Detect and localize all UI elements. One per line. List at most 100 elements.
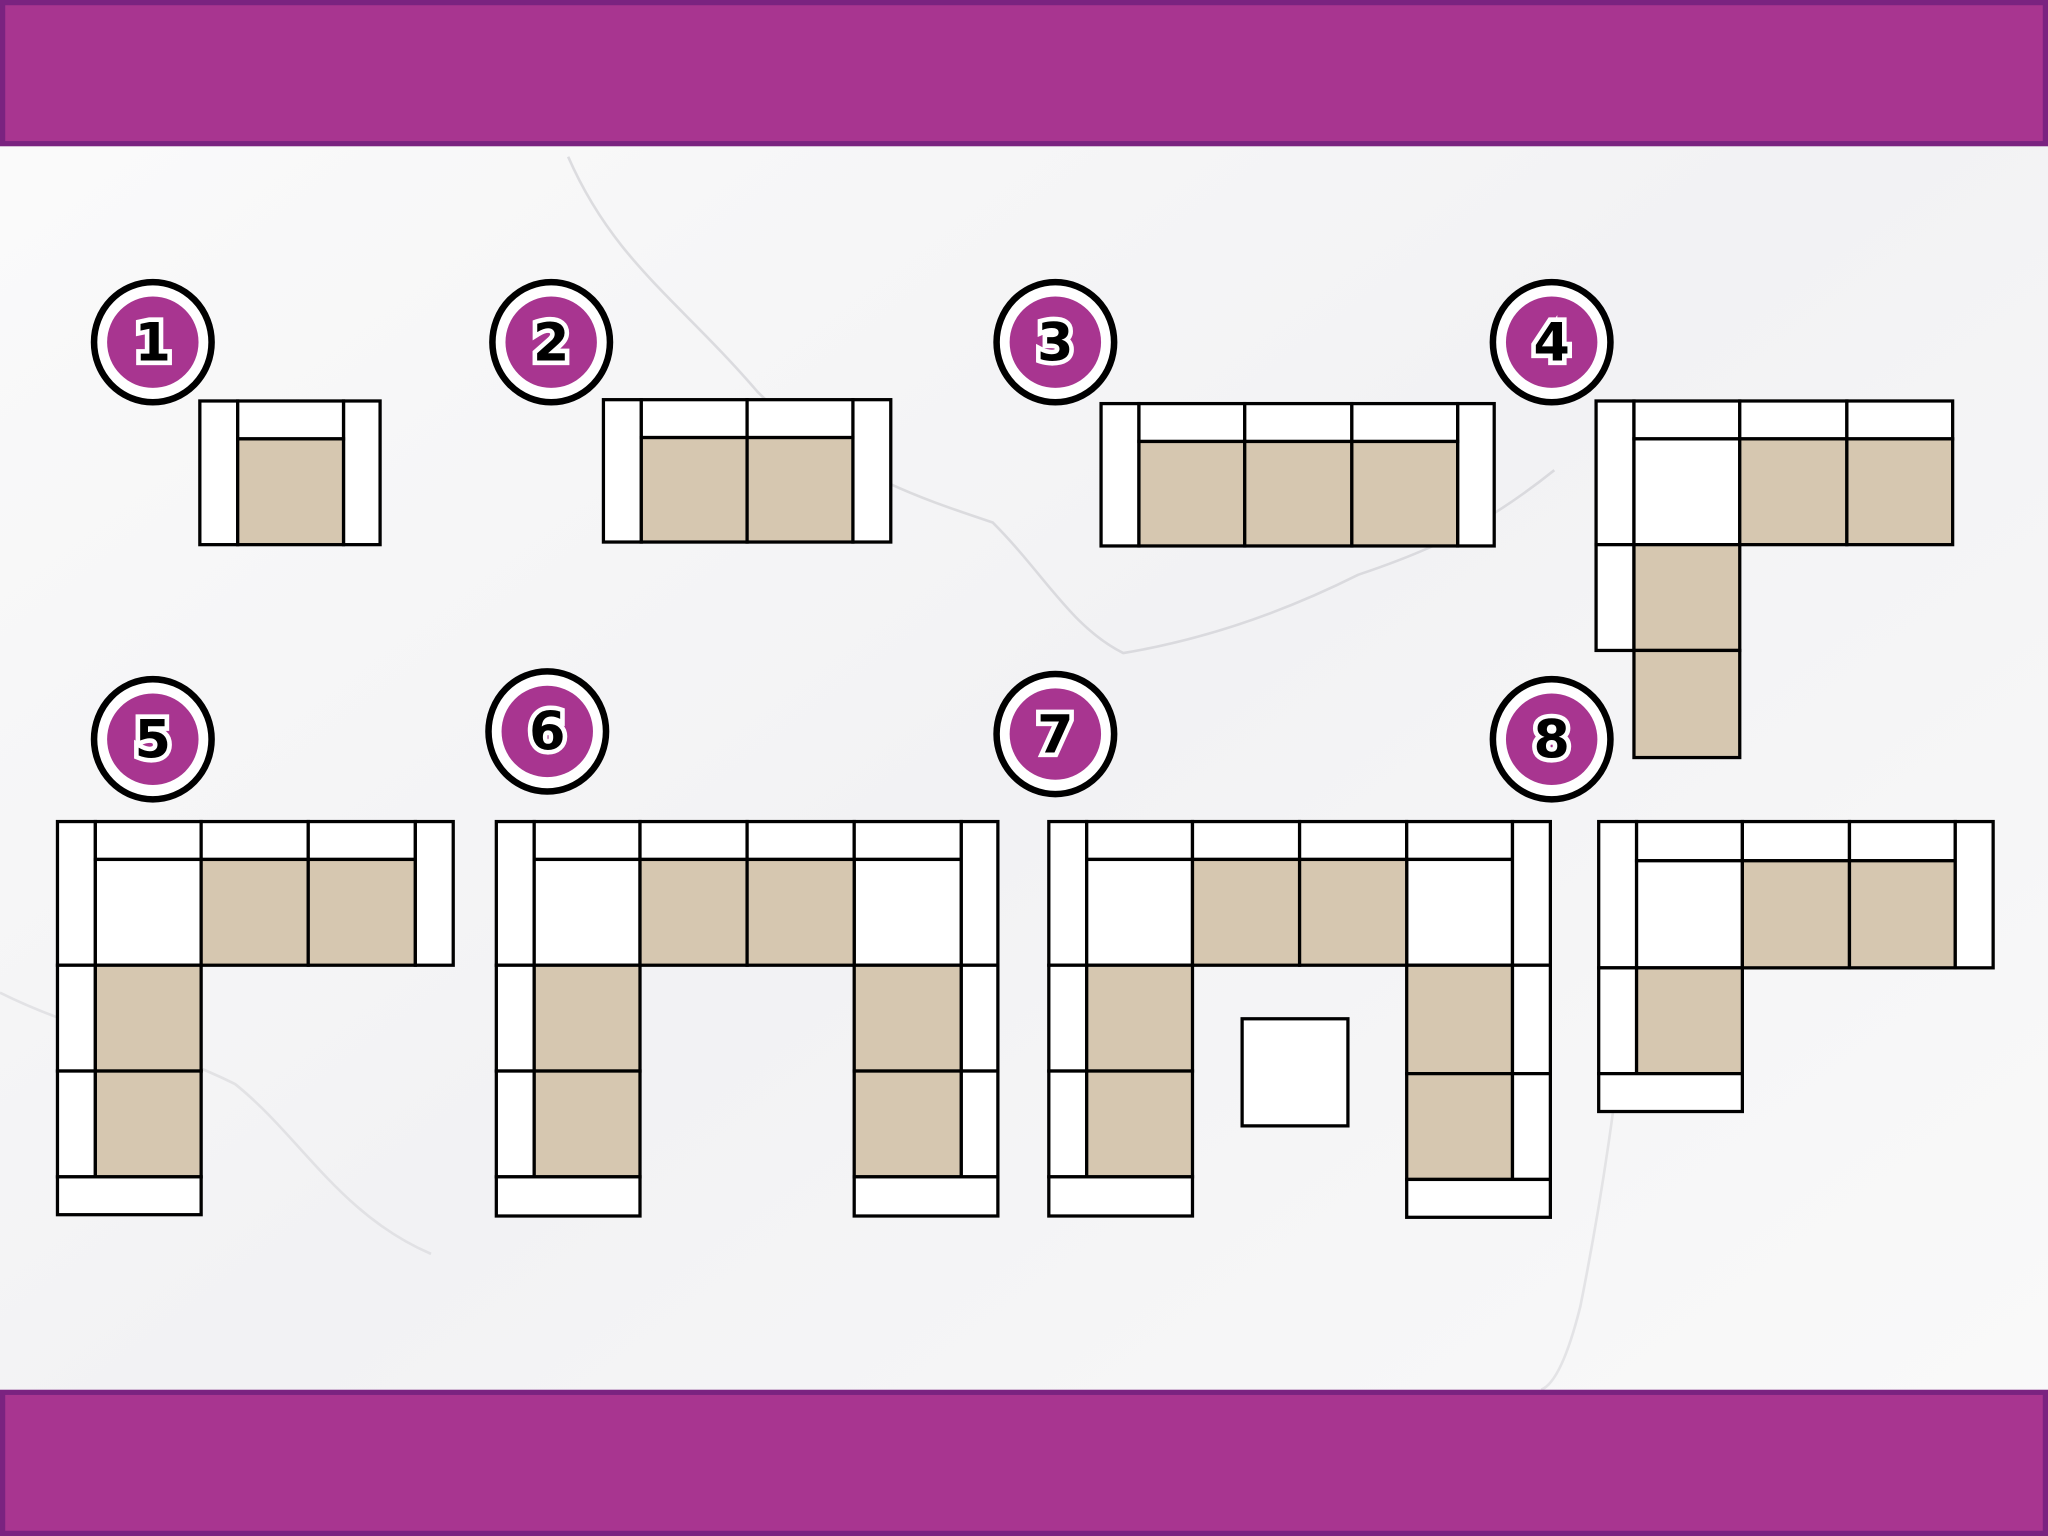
frame-piece	[199, 819, 310, 862]
frame-piece	[1243, 401, 1354, 444]
sofa-configuration-5	[55, 819, 455, 1217]
frame-piece	[638, 819, 749, 862]
seat-cushion	[93, 1069, 203, 1179]
frame-piece	[601, 398, 643, 544]
sofa-configuration-8	[1597, 819, 1995, 1114]
frame-piece	[1594, 399, 1636, 547]
seat-cushion	[1738, 437, 1849, 547]
badge-number: 4	[1533, 313, 1569, 373]
number-badge: 6	[485, 668, 610, 795]
number-badge: 1	[90, 278, 215, 406]
seat-cushion	[1740, 859, 1852, 970]
frame-piece	[93, 819, 203, 862]
frame-piece	[1510, 1072, 1552, 1182]
badge-number: 7	[1037, 705, 1073, 765]
sofa-configuration-4	[1594, 399, 1955, 760]
frame-piece	[1047, 963, 1089, 1073]
badge-number: 8	[1533, 711, 1569, 771]
number-badge: 2	[489, 278, 614, 406]
frame-piece	[55, 963, 97, 1073]
seat-cushion	[1845, 437, 1955, 547]
seat-cushion	[1405, 963, 1515, 1076]
number-badge: 5	[90, 675, 215, 803]
seat-cushion	[1085, 963, 1195, 1073]
seat-cushion	[1350, 439, 1460, 548]
frame-piece	[494, 1069, 536, 1179]
seat-cushion	[1137, 439, 1247, 548]
frame-piece	[851, 398, 893, 544]
frame-piece	[494, 819, 536, 967]
frame-piece	[198, 399, 240, 547]
seat-cushion	[1632, 648, 1742, 760]
frame-piece	[959, 1069, 1000, 1179]
frame-piece	[1405, 857, 1515, 967]
frame-piece	[1953, 819, 1995, 970]
frame-piece	[341, 399, 382, 547]
seat-cushion	[1632, 543, 1742, 653]
number-badge: 3	[993, 278, 1118, 406]
frame-piece	[1047, 1069, 1089, 1179]
frame-piece	[745, 398, 855, 440]
seat-cushion	[745, 857, 856, 967]
seat-cushion	[639, 435, 749, 544]
frame-piece	[1047, 1175, 1195, 1218]
frame-piece	[1190, 819, 1302, 862]
seat-cushion	[199, 857, 310, 967]
number-badge: 8	[1489, 675, 1614, 803]
badge-number: 6	[529, 703, 565, 763]
frame-piece	[532, 857, 642, 967]
frame-piece	[959, 819, 1000, 967]
badge-number: 3	[1037, 313, 1073, 373]
frame-piece	[1350, 401, 1460, 444]
frame-piece	[1099, 401, 1141, 548]
top-banner	[0, 0, 2048, 147]
frame-piece	[1597, 1071, 1744, 1114]
frame-piece	[1510, 819, 1552, 967]
frame-piece	[639, 398, 749, 440]
frame-piece	[1597, 966, 1639, 1076]
frame-piece	[93, 857, 203, 967]
badge-number: 5	[135, 711, 171, 771]
seat-cushion	[1847, 859, 1957, 970]
ottoman	[1240, 1017, 1350, 1128]
seat-cushion	[532, 1069, 642, 1179]
seat-cushion	[1243, 439, 1354, 548]
frame-piece	[1634, 859, 1744, 970]
frame-piece	[1405, 1177, 1552, 1219]
frame-piece	[1085, 819, 1195, 862]
frame-piece	[413, 819, 455, 967]
frame-piece	[1632, 399, 1742, 441]
frame-piece	[1405, 819, 1515, 862]
sofa-configuration-7	[1047, 819, 1552, 1219]
frame-piece	[1455, 401, 1496, 548]
seat-cushion	[1085, 1069, 1195, 1179]
frame-piece	[852, 1175, 1000, 1218]
seat-cushion	[306, 857, 417, 967]
seat-cushion	[532, 963, 642, 1073]
seat-cushion	[852, 963, 963, 1073]
frame-piece	[1597, 819, 1639, 970]
frame-piece	[1510, 963, 1552, 1076]
seat-cushion	[852, 1069, 963, 1179]
seat-cushion	[638, 857, 749, 967]
frame-piece	[494, 963, 536, 1073]
badge-number: 1	[135, 313, 171, 373]
seat-cushion	[1405, 1072, 1515, 1182]
frame-piece	[55, 1175, 203, 1217]
sofa-configuration-2	[601, 398, 893, 544]
frame-piece	[959, 963, 1000, 1073]
frame-piece	[1085, 857, 1195, 967]
frame-piece	[306, 819, 417, 862]
frame-piece	[852, 819, 963, 862]
seat-cushion	[236, 437, 346, 547]
frame-piece	[494, 1175, 642, 1218]
frame-piece	[1847, 819, 1957, 863]
frame-piece	[55, 1069, 97, 1179]
frame-piece	[532, 819, 642, 862]
frame-piece	[1137, 401, 1247, 444]
frame-piece	[1845, 399, 1955, 441]
frame-piece	[55, 819, 97, 967]
frame-piece	[1738, 399, 1849, 441]
sofa-configuration-1	[198, 399, 382, 547]
